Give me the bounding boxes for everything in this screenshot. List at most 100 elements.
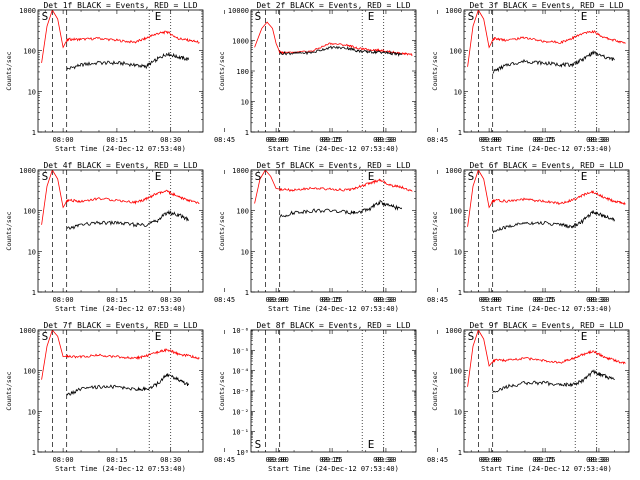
plot-frame	[37, 9, 204, 133]
y-tick-label: 10⁻³	[232, 388, 249, 396]
y-tick-label: 100	[23, 368, 36, 376]
y-tick-label: 10	[28, 88, 36, 96]
y-axis-label: Counts/sec	[5, 211, 13, 250]
x-tick-label: 09:15	[535, 296, 556, 304]
lld-series-line	[41, 170, 200, 225]
plot-frame	[250, 329, 417, 453]
x-tick-label: 08:30	[160, 456, 181, 464]
start-marker: S	[42, 170, 49, 183]
x-tick-label: 08:45	[214, 136, 235, 144]
chart-title: Det 5f BLACK = Events, RED = LLD	[256, 161, 410, 170]
y-tick-label: 1000	[19, 327, 36, 335]
y-tick-label: 1000	[19, 167, 36, 175]
y-tick-label: 10	[241, 248, 249, 256]
end-marker: E	[155, 330, 162, 343]
start-marker: S	[42, 10, 49, 23]
x-tick-label: 09:00	[481, 136, 502, 144]
x-tick-label: 09:30	[588, 296, 609, 304]
plot-frame	[250, 169, 417, 293]
x-tick-label: 09:00	[481, 296, 502, 304]
x-axis-label: Start Time (24-Dec-12 07:53:40)	[268, 465, 399, 473]
y-tick-label: 1	[458, 129, 462, 137]
lld-series-line	[467, 170, 626, 227]
y-tick-label: 1	[458, 449, 462, 457]
end-marker: E	[581, 10, 588, 23]
x-tick-label: 08:15	[532, 296, 553, 304]
y-tick-label: 1	[458, 289, 462, 297]
start-marker: S	[255, 170, 262, 183]
x-tick-label: 09:00	[268, 136, 289, 144]
y-tick-label: 100	[236, 68, 249, 76]
y-tick-label: 100	[449, 208, 462, 216]
events-series-line	[492, 49, 615, 74]
events-series-line	[492, 369, 615, 393]
x-tick-label: 08:15	[106, 136, 127, 144]
start-marker: S	[255, 438, 262, 451]
y-axis-label: Counts/sec	[5, 371, 13, 410]
chart-title: Det 7f BLACK = Events, RED = LLD	[43, 321, 197, 330]
events-series-line	[279, 199, 403, 218]
events-series-line	[279, 45, 403, 57]
end-marker: E	[368, 438, 375, 451]
y-tick-label: 1000	[232, 38, 249, 46]
y-tick-label: 1000	[445, 327, 462, 335]
plot-frame	[250, 9, 417, 133]
chart-title: Det 2f BLACK = Events, RED = LLD	[256, 1, 410, 10]
x-tick-label: 08:15	[532, 456, 553, 464]
x-axis-label: Start Time (24-Dec-12 07:53:40)	[481, 145, 612, 153]
y-tick-label: 10⁻⁵	[232, 347, 249, 355]
chart-panel: Det 1f BLACK = Events, RED = LLD11010010…	[5, 1, 396, 153]
chart-panel: Det 4f BLACK = Events, RED = LLD11010010…	[5, 161, 396, 313]
y-tick-label: 10⁻⁴	[232, 368, 249, 376]
x-tick-label: 09:15	[535, 136, 556, 144]
y-tick-label: 1000	[445, 7, 462, 15]
x-tick-label: 08:00	[479, 456, 500, 464]
y-tick-label: 10	[454, 248, 462, 256]
x-tick-label: 08:15	[319, 456, 340, 464]
y-axis-label: Counts/sec	[431, 211, 439, 250]
y-tick-label: 1	[245, 129, 249, 137]
x-tick-label: 08:45	[214, 456, 235, 464]
x-tick-label: 08:30	[160, 136, 181, 144]
x-axis-label: Start Time (24-Dec-12 07:53:40)	[55, 465, 186, 473]
plot-frame	[463, 329, 630, 453]
plot-frame	[463, 9, 630, 133]
y-tick-label: 10	[28, 248, 36, 256]
x-tick-label: 08:00	[53, 296, 74, 304]
x-tick-label: 08:45	[427, 296, 448, 304]
x-tick-label: 08:00	[479, 296, 500, 304]
x-axis-label: Start Time (24-Dec-12 07:53:40)	[481, 305, 612, 313]
x-tick-label: 09:30	[375, 456, 396, 464]
start-marker: S	[468, 330, 475, 343]
x-tick-label: 08:30	[373, 456, 394, 464]
x-tick-label: 08:15	[319, 136, 340, 144]
x-tick-label: 08:00	[53, 136, 74, 144]
x-tick-label: 08:00	[266, 296, 287, 304]
x-tick-label: 08:00	[266, 136, 287, 144]
y-tick-label: 1000	[19, 7, 36, 15]
chart-panel: Det 7f BLACK = Events, RED = LLD 1 10 100 10…	[5, 321, 396, 473]
events-series-line	[66, 373, 190, 396]
end-marker: E	[155, 10, 162, 23]
x-tick-label: 09:30	[375, 296, 396, 304]
y-tick-label: 10⁰	[236, 449, 249, 457]
plot-frame	[463, 169, 630, 293]
y-tick-label: 10	[454, 88, 462, 96]
y-tick-label: 100	[23, 208, 36, 216]
x-tick-label: 08:30	[373, 136, 394, 144]
y-tick-label: 1	[32, 129, 36, 137]
y-axis-label: Counts/sec	[218, 211, 226, 250]
x-tick-label: 08:30	[586, 296, 607, 304]
y-axis-label: Counts/sec	[218, 51, 226, 90]
x-tick-label: 09:30	[588, 136, 609, 144]
plot-frame	[37, 169, 204, 293]
x-axis-label: Start Time (24-Dec-12 07:53:40)	[268, 305, 399, 313]
y-axis-label: Counts/sec	[431, 371, 439, 410]
x-tick-label: 09:15	[322, 136, 343, 144]
end-marker: E	[368, 10, 375, 23]
y-tick-label: 1000	[445, 167, 462, 175]
lld-series-line	[254, 21, 413, 57]
chart-panel: Det 8f BLACK = Events, RED = LLD 10⁰ 10⁻¹ 1…	[218, 321, 609, 473]
y-tick-label: 1	[245, 289, 249, 297]
